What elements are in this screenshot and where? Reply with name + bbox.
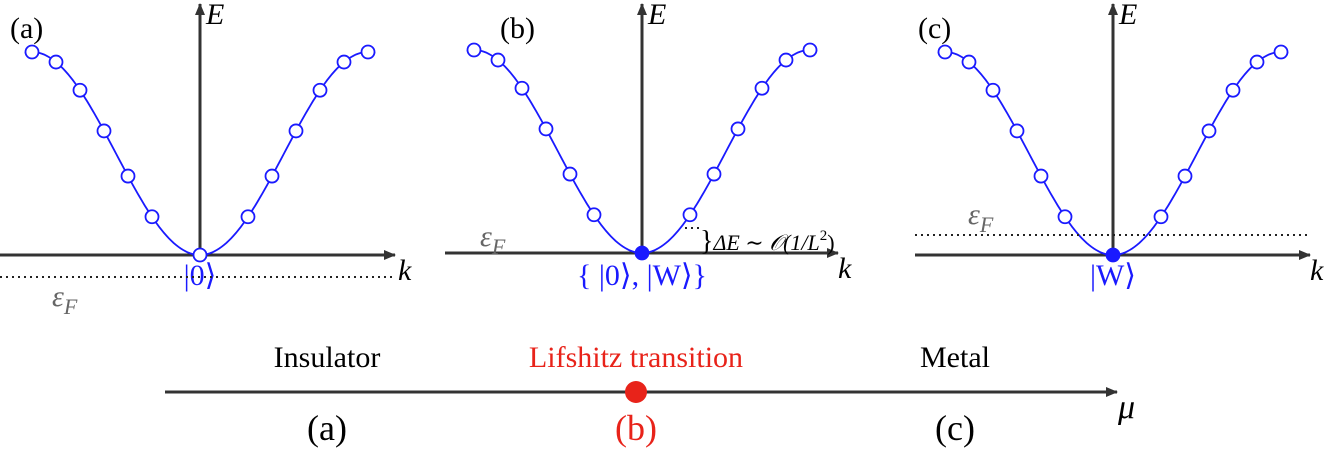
state-point (490, 52, 506, 68)
fermi-sub: F (63, 294, 78, 319)
fermi-symbol: ε (52, 280, 64, 313)
fermi-label: εF (968, 198, 994, 237)
phase-name: Metal (920, 341, 990, 374)
fermi-symbol: ε (968, 198, 980, 231)
panel-c: (c) E k εF |W⟩ (915, 0, 1324, 292)
state-point (1177, 168, 1193, 184)
state-point (96, 123, 112, 139)
state-point (24, 44, 40, 60)
phase-name: Lifshitz transition (529, 341, 743, 374)
state-label: |W⟩ (1090, 259, 1136, 292)
panel-b: (b) E k εF { |0⟩, |W⟩} }ΔE ∼ 𝒪(1/L2) (445, 0, 852, 292)
state-point (144, 209, 160, 225)
state-point (336, 54, 352, 70)
k-axis-label: k (1310, 254, 1324, 287)
state-point (802, 42, 818, 58)
k-axis-label: k (398, 254, 412, 287)
state-point (562, 166, 578, 182)
phase-axis: μ Insulator Lifshitz transition Metal (a… (165, 341, 1135, 448)
state-point (48, 54, 64, 70)
annotation-text: ΔE ∼ 𝒪(1/L (712, 230, 819, 255)
state-point (120, 168, 136, 184)
panel-label: (a) (10, 12, 43, 45)
phase-label: (c) (935, 408, 975, 448)
e-axis-label: E (1118, 0, 1137, 31)
state-point (961, 54, 977, 70)
state-point (1225, 82, 1241, 98)
annotation: }ΔE ∼ 𝒪(1/L2) (700, 226, 835, 257)
fermi-sub: F (979, 212, 994, 237)
state-point (730, 121, 746, 137)
fermi-sub: F (491, 234, 506, 259)
state-label: |0⟩ (184, 259, 217, 292)
state-point (1009, 123, 1025, 139)
phase-label: (a) (307, 408, 347, 448)
panel-a: (a) E k εF |0⟩ (0, 0, 412, 319)
state-point (1033, 168, 1049, 184)
transition-point (625, 381, 647, 403)
ground-state (1105, 247, 1121, 263)
state-point (466, 42, 482, 58)
state-point (778, 52, 794, 68)
fermi-label: εF (52, 280, 78, 319)
state-point (538, 121, 554, 137)
fermi-label: εF (480, 220, 506, 259)
state-point (1153, 209, 1169, 225)
state-point (706, 166, 722, 182)
state-point (72, 82, 88, 98)
state-point (1057, 209, 1073, 225)
state-point (985, 82, 1001, 98)
state-point (288, 123, 304, 139)
k-axis-label: k (838, 252, 852, 285)
state-point (754, 80, 770, 96)
state-point (240, 209, 256, 225)
phase-label: (b) (615, 408, 657, 448)
e-axis-label: E (647, 0, 666, 31)
state-point (360, 44, 376, 60)
ground-state (192, 247, 208, 263)
phase-name: Insulator (274, 341, 381, 374)
panel-label: (c) (918, 12, 951, 45)
state-point (1249, 54, 1265, 70)
fermi-symbol: ε (480, 220, 492, 253)
ground-state (634, 245, 650, 261)
state-label: { |0⟩, |W⟩} (577, 259, 707, 292)
annotation-end: ) (827, 230, 834, 255)
mu-label: μ (1117, 389, 1135, 426)
brace: } (700, 226, 713, 257)
state-point (682, 207, 698, 223)
state-point (937, 44, 953, 60)
state-point (264, 168, 280, 184)
state-point (1201, 123, 1217, 139)
e-axis-label: E (205, 0, 224, 31)
state-point (1273, 44, 1289, 60)
state-point (514, 80, 530, 96)
state-point (586, 207, 602, 223)
annotation-sup: 2 (820, 228, 828, 244)
panel-label: (b) (500, 12, 535, 45)
state-point (312, 82, 328, 98)
